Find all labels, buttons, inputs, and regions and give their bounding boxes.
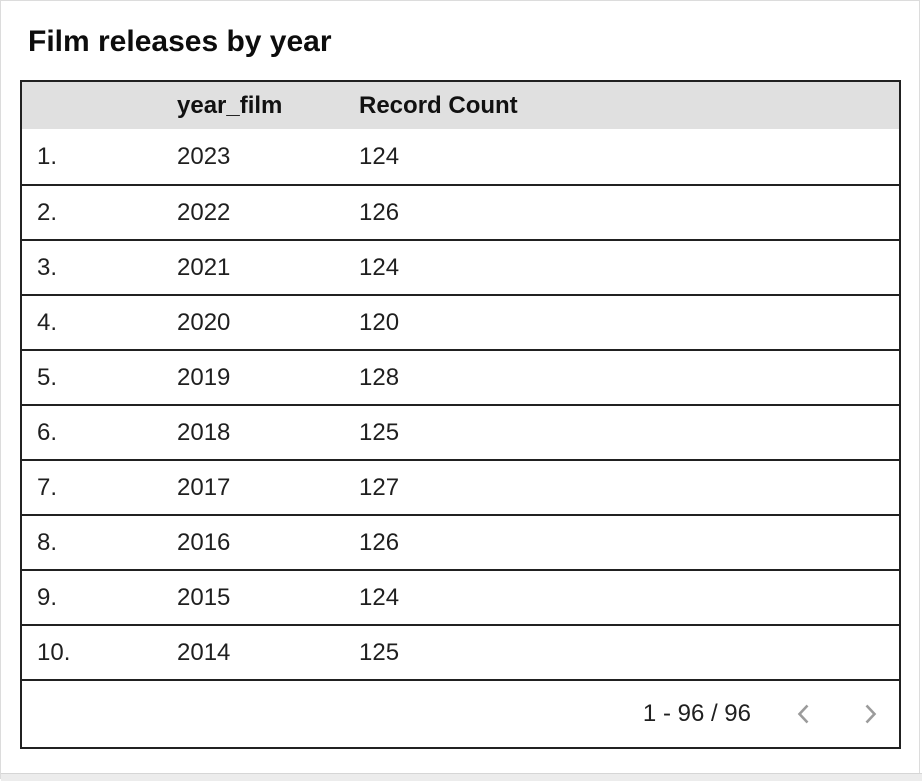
year-cell: 2019 (177, 363, 231, 391)
row-index-cell: 5. (37, 363, 58, 391)
count-cell: 124 (359, 253, 400, 281)
table-row: 9. 2015 124 (22, 569, 899, 624)
count-cell: 120 (359, 308, 400, 336)
chevron-right-icon (857, 701, 883, 727)
chevron-left-icon (791, 701, 817, 727)
row-index-cell: 6. (37, 418, 58, 446)
count-cell: 124 (359, 142, 400, 170)
count-cell: 124 (359, 583, 400, 611)
row-index-cell: 2. (37, 198, 58, 226)
count-cell: 125 (359, 418, 400, 446)
year-film-column-header: year_film (177, 91, 283, 119)
row-index-cell: 3. (37, 253, 58, 281)
pagination-next-button[interactable] (857, 701, 883, 727)
count-cell: 126 (359, 198, 400, 226)
pagination-bar: 1 - 96 / 96 (22, 679, 899, 747)
table-body: 1. 2023 124 2. 2022 126 3. 2021 124 4. 2020 120 5. 20… (22, 129, 899, 679)
count-cell: 128 (359, 363, 400, 391)
year-cell: 2014 (177, 638, 231, 666)
row-index-cell: 9. (37, 583, 58, 611)
pagination-range: 1 - 96 / 96 (642, 700, 751, 727)
table-header-row: year_film Record Count (22, 82, 899, 129)
row-index-cell: 7. (37, 473, 58, 501)
count-cell: 126 (359, 528, 400, 556)
row-index-cell: 8. (37, 528, 58, 556)
table-row: 6. 2018 125 (22, 404, 899, 459)
table-row: 8. 2016 126 (22, 514, 899, 569)
count-cell: 127 (359, 473, 400, 501)
record-count-column-header: Record Count (359, 91, 518, 119)
year-cell: 2015 (177, 583, 231, 611)
row-number-column-header (22, 82, 162, 129)
pagination-prev-button[interactable] (791, 701, 817, 727)
count-cell: 125 (359, 638, 400, 666)
row-index-cell: 10. (37, 638, 71, 666)
row-index-cell: 1. (37, 142, 58, 170)
year-cell: 2016 (177, 528, 231, 556)
year-cell: 2022 (177, 198, 231, 226)
table-row: 10. 2014 125 (22, 624, 899, 679)
canvas-bottom-edge (1, 773, 922, 781)
table-row: 7. 2017 127 (22, 459, 899, 514)
table-row: 1. 2023 124 (22, 129, 899, 184)
year-cell: 2023 (177, 142, 231, 170)
table-row: 4. 2020 120 (22, 294, 899, 349)
chart-title: Film releases by year (28, 25, 332, 58)
table-row: 3. 2021 124 (22, 239, 899, 294)
year-cell: 2017 (177, 473, 231, 501)
data-table: year_film Record Count 1. 2023 124 2. 2022 12… (20, 80, 901, 749)
table-row: 5. 2019 128 (22, 349, 899, 404)
year-cell: 2018 (177, 418, 231, 446)
table-row: 2. 2022 126 (22, 184, 899, 239)
year-cell: 2020 (177, 308, 231, 336)
year-cell: 2021 (177, 253, 231, 281)
row-index-cell: 4. (37, 308, 58, 336)
